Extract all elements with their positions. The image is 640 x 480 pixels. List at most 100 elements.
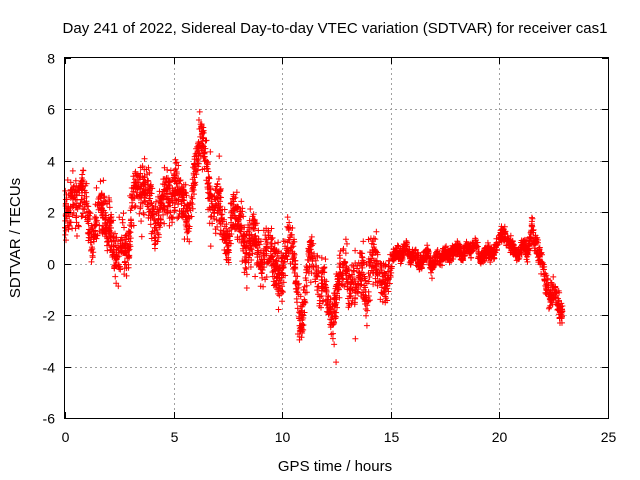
data-point <box>284 214 291 221</box>
data-point <box>487 254 494 261</box>
data-point <box>85 215 92 222</box>
data-point <box>146 208 153 215</box>
data-point <box>265 259 272 266</box>
data-point <box>409 250 416 257</box>
data-point <box>481 255 488 262</box>
data-point <box>165 178 172 185</box>
data-point <box>193 152 200 159</box>
data-point <box>304 266 311 273</box>
data-point <box>75 187 82 194</box>
data-point <box>138 218 145 225</box>
data-point <box>169 219 176 226</box>
data-point <box>285 236 292 243</box>
data-point <box>66 222 73 229</box>
data-point <box>225 256 232 263</box>
data-point <box>439 256 446 263</box>
data-point <box>329 335 336 342</box>
data-point <box>176 177 183 184</box>
data-point <box>370 241 377 248</box>
data-point <box>424 242 431 249</box>
data-point <box>515 255 522 262</box>
data-point <box>432 254 439 261</box>
data-point <box>192 168 199 175</box>
data-point <box>100 177 107 184</box>
data-point <box>522 250 529 257</box>
data-point <box>535 257 542 264</box>
data-point <box>247 240 254 247</box>
data-point <box>528 227 535 234</box>
data-point <box>211 210 218 217</box>
data-point <box>75 223 82 230</box>
data-point <box>79 213 86 220</box>
data-point <box>330 303 337 310</box>
data-point <box>189 185 196 192</box>
data-point <box>221 235 228 242</box>
data-point <box>149 228 156 235</box>
data-point <box>142 179 149 186</box>
data-point <box>470 244 477 251</box>
data-point <box>390 249 397 256</box>
data-point <box>334 273 341 280</box>
data-point <box>269 234 276 241</box>
data-point <box>347 287 354 294</box>
data-point <box>555 300 562 307</box>
data-point <box>554 306 561 313</box>
data-point <box>316 302 323 309</box>
data-point <box>152 203 159 210</box>
data-point <box>214 194 221 201</box>
data-point <box>328 331 335 338</box>
data-point <box>335 284 342 291</box>
data-point <box>263 225 270 232</box>
data-point <box>205 168 212 175</box>
data-point <box>315 268 322 275</box>
data-point <box>246 232 253 239</box>
data-point <box>159 192 166 199</box>
data-point <box>271 240 278 247</box>
data-point <box>75 222 82 229</box>
data-point <box>349 297 356 304</box>
data-point <box>536 244 543 251</box>
data-point <box>166 215 173 222</box>
data-point <box>352 335 359 342</box>
data-point <box>253 242 260 249</box>
data-point <box>127 229 134 236</box>
data-point <box>134 173 141 180</box>
data-point <box>428 275 435 282</box>
data-point <box>341 283 348 290</box>
data-point <box>282 272 289 279</box>
data-point <box>261 256 268 263</box>
data-point <box>482 244 489 251</box>
data-point <box>201 153 208 160</box>
data-point <box>189 176 196 183</box>
data-point <box>171 200 178 207</box>
data-point <box>545 305 552 312</box>
data-point <box>245 259 252 266</box>
data-point <box>92 222 99 229</box>
data-point <box>550 273 557 280</box>
data-point <box>551 286 558 293</box>
data-point <box>245 251 252 258</box>
data-point <box>323 302 330 309</box>
data-point <box>344 283 351 290</box>
y-tick-label: -4 <box>43 360 56 376</box>
data-point <box>505 235 512 242</box>
data-point <box>97 178 104 185</box>
data-point <box>71 182 78 189</box>
data-point <box>242 264 249 271</box>
data-point <box>290 243 297 250</box>
data-point <box>285 225 292 232</box>
data-point <box>98 191 105 198</box>
data-point <box>147 221 154 228</box>
data-point <box>474 243 481 250</box>
data-point <box>171 207 178 214</box>
y-tick-label: 6 <box>47 102 55 118</box>
data-point <box>87 239 94 246</box>
data-point <box>257 249 264 256</box>
data-point <box>221 246 228 253</box>
data-point <box>378 281 385 288</box>
data-point <box>130 182 137 189</box>
data-point <box>366 274 373 281</box>
data-point <box>147 200 154 207</box>
data-point <box>119 216 126 223</box>
data-point <box>545 284 552 291</box>
